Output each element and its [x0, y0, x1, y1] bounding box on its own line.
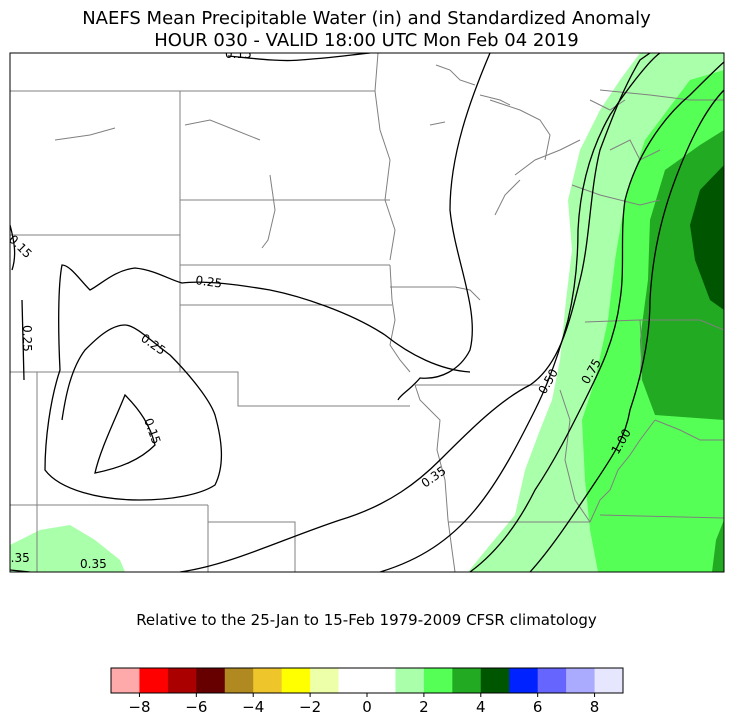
colorbar-swatch [537, 668, 567, 693]
map-subtitle: HOUR 030 - VALID 18:00 UTC Mon Feb 04 20… [154, 30, 579, 51]
colorbar-swatch [196, 668, 226, 693]
colorbar-tick-label: 8 [590, 698, 600, 716]
contour-label: 0.35 [419, 464, 449, 491]
colorbar-swatch [139, 668, 169, 693]
state-borders [10, 53, 724, 572]
colorbar-swatch [310, 668, 340, 693]
colorbar-swatch [253, 668, 283, 693]
colorbar-swatch [224, 668, 254, 693]
colorbar-swatch [480, 668, 510, 693]
contour-label: 0.15 [225, 47, 252, 61]
climatology-caption: Relative to the 25-Jan to 15-Feb 1979-20… [136, 611, 597, 629]
contour-0.15-inner [94, 393, 156, 474]
map-frame [9, 52, 725, 573]
contour-label: 0.25 [195, 273, 223, 291]
colorbar-swatch [594, 668, 624, 693]
colorbar-swatch [111, 668, 140, 693]
colorbar-tick-label: −8 [128, 698, 150, 716]
colorbar-tick-label: 6 [533, 698, 543, 716]
contour-label: 0.35 [3, 551, 30, 565]
precipitable-water-map: 0.15 0.15 0.15 0.25 0.25 0.25 0.35 0.35 … [3, 47, 725, 573]
contour-label: 0.25 [138, 331, 168, 358]
contour-label: 0.25 [20, 325, 34, 352]
colorbar-tick-label: −4 [242, 698, 264, 716]
contour-1.00 [529, 89, 724, 572]
colorbar-swatch [281, 668, 311, 693]
colorbar-tick-label: −2 [299, 698, 321, 716]
pw-contours [10, 53, 724, 572]
map-title: NAEFS Mean Precipitable Water (in) and S… [82, 8, 651, 29]
contour-0.15-top [227, 53, 371, 62]
colorbar-tick-label: 2 [419, 698, 429, 716]
colorbar-swatch [423, 668, 453, 693]
colorbar-tick-label: −6 [185, 698, 207, 716]
colorbar-swatch [566, 668, 596, 693]
contour-0.25-west [21, 299, 25, 381]
colorbar-swatch [395, 668, 425, 693]
colorbar-tick-label: 4 [476, 698, 486, 716]
colorbar-frame [110, 667, 624, 694]
colorbar-swatch [452, 668, 482, 693]
anomaly-shading-1to2-southwest [10, 525, 125, 572]
anomaly-shading-4to5 [690, 165, 724, 310]
contour-label: 0.35 [80, 557, 107, 571]
colorbar-swatch [509, 668, 539, 693]
contour-0.15-west [10, 224, 16, 271]
contour-label: 0.15 [141, 416, 163, 446]
anomaly-shading-3to4-south [712, 520, 724, 572]
contour-0.50 [379, 53, 661, 572]
contour-0.25-main [44, 264, 471, 501]
colorbar-swatch [338, 668, 368, 693]
colorbar-swatch [167, 668, 197, 693]
colorbar-tick-label: 0 [362, 698, 372, 716]
colorbar-swatch [367, 668, 396, 693]
contour-0.75 [469, 61, 724, 572]
